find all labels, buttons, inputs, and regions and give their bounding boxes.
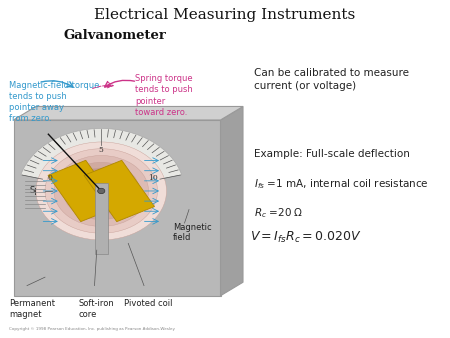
Text: Copyright © 1998 Pearson Education, Inc. publishing as Pearson Addison-Wesley: Copyright © 1998 Pearson Education, Inc.…: [9, 327, 175, 331]
Circle shape: [71, 168, 132, 214]
Text: Pivoted coil: Pivoted coil: [124, 299, 172, 308]
Circle shape: [36, 142, 166, 240]
Text: 0: 0: [47, 174, 52, 183]
Text: Galvanometer: Galvanometer: [63, 29, 166, 42]
Text: $V = I_{fs}R_c = 0.020V$: $V = I_{fs}R_c = 0.020V$: [250, 230, 362, 245]
Text: Electrical Measuring Instruments: Electrical Measuring Instruments: [94, 8, 356, 22]
Text: 10: 10: [148, 174, 157, 183]
Circle shape: [78, 173, 125, 209]
Circle shape: [84, 178, 118, 204]
Text: $R_c$ =20 Ω: $R_c$ =20 Ω: [254, 206, 304, 220]
Bar: [94, 183, 108, 254]
Circle shape: [98, 188, 105, 194]
Polygon shape: [14, 106, 243, 120]
Circle shape: [54, 155, 148, 226]
Text: Example: Full-scale deflection: Example: Full-scale deflection: [254, 149, 410, 159]
Polygon shape: [48, 160, 118, 222]
Text: $I_{fs}$ =1 mA, internal coil resistance: $I_{fs}$ =1 mA, internal coil resistance: [254, 177, 429, 191]
FancyBboxPatch shape: [14, 120, 220, 296]
Text: Permanent
magnet: Permanent magnet: [9, 299, 55, 318]
Text: Magnetic
field: Magnetic field: [173, 223, 212, 242]
Polygon shape: [84, 160, 154, 222]
Text: 5: 5: [99, 146, 104, 154]
Wedge shape: [21, 128, 182, 179]
Circle shape: [45, 149, 158, 233]
Circle shape: [90, 183, 112, 199]
Text: Spring: Spring: [29, 187, 57, 195]
Text: Soft-iron
core: Soft-iron core: [79, 299, 114, 318]
Text: Spring torque
tends to push
pointer
toward zero.: Spring torque tends to push pointer towa…: [135, 74, 193, 117]
Text: Can be calibrated to measure
current (or voltage): Can be calibrated to measure current (or…: [254, 68, 409, 91]
Polygon shape: [220, 106, 243, 296]
Circle shape: [63, 162, 140, 220]
Text: Magnetic-field torque
tends to push
pointer away
from zero.: Magnetic-field torque tends to push poin…: [9, 81, 99, 123]
